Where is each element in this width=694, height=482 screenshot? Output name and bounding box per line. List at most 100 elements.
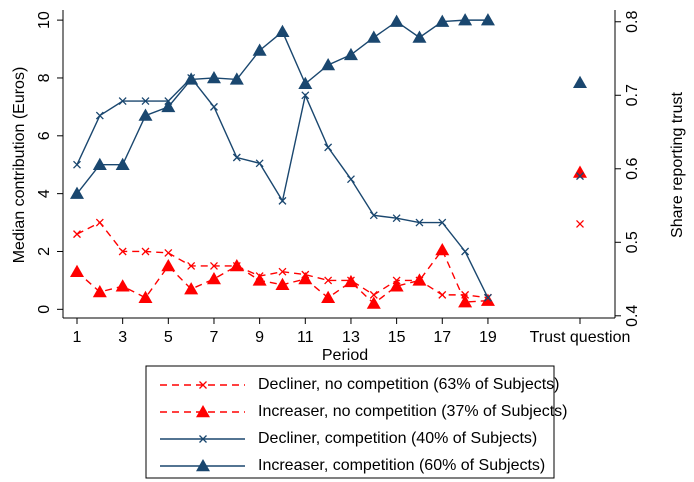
marker-triangle — [480, 13, 495, 26]
marker-triangle — [161, 258, 176, 272]
marker-x — [461, 247, 470, 256]
marker-triangle — [206, 271, 221, 285]
marker-triangle — [366, 296, 381, 309]
legend-marker — [196, 405, 210, 418]
marker-triangle — [458, 13, 473, 26]
marker-triangle — [184, 72, 199, 85]
y-tick-label: 10 — [36, 11, 53, 29]
marker-x — [73, 160, 81, 169]
x-tick-label: 7 — [210, 329, 219, 346]
marker-triangle — [573, 75, 587, 89]
marker-x — [347, 175, 355, 184]
marker-triangle — [70, 186, 84, 199]
marker-triangle — [389, 14, 404, 27]
x-tick-label: 15 — [388, 329, 406, 346]
marker-triangle — [184, 282, 199, 295]
marker-x — [301, 91, 310, 100]
marker-triangle — [573, 165, 587, 178]
x-tick-label: 3 — [118, 329, 127, 346]
legend-marker — [199, 435, 207, 443]
x-tick-label: 17 — [433, 329, 451, 346]
marker-triangle — [229, 258, 244, 272]
marker-triangle — [458, 295, 473, 308]
y-tick-label: 6 — [36, 131, 53, 140]
series-line — [76, 248, 488, 305]
marker-x — [392, 214, 401, 223]
y2-tick-label: 0.4 — [624, 305, 641, 327]
x-tick-label: Trust question — [530, 329, 631, 346]
y-tick-label: 4 — [36, 189, 53, 198]
y-tick-label: 2 — [36, 247, 53, 256]
marker-x — [438, 290, 447, 299]
marker-triangle — [366, 30, 381, 43]
y2-tick-label: 0.6 — [624, 158, 641, 180]
marker-triangle — [115, 157, 130, 170]
marker-triangle — [412, 30, 427, 43]
marker-x — [438, 218, 447, 227]
x-tick-label: 13 — [342, 329, 360, 346]
y2-axis-title: Share reporting trust — [669, 92, 686, 238]
marker-x — [255, 159, 264, 168]
x-tick-label: 5 — [164, 329, 173, 346]
x-tick-label: 11 — [297, 329, 314, 346]
marker-triangle — [343, 274, 358, 288]
marker-triangle — [298, 271, 313, 285]
legend-label: Decliner, competition (40% of Subjects) — [258, 430, 537, 447]
y2-tick-label: 0.5 — [624, 231, 641, 253]
marker-triangle — [206, 70, 221, 84]
marker-x — [210, 261, 218, 270]
marker-x — [369, 290, 378, 299]
marker-triangle — [480, 293, 495, 306]
marker-triangle — [412, 273, 427, 286]
x-tick-label: 1 — [73, 329, 82, 346]
marker-x — [278, 196, 287, 205]
marker-triangle — [389, 279, 404, 292]
marker-x — [187, 261, 196, 270]
marker-triangle — [435, 243, 450, 256]
series-line — [76, 19, 488, 195]
legend-label: Increaser, no competition (37% of Subjec… — [258, 403, 568, 420]
marker-x — [576, 172, 584, 181]
marker-triangle — [321, 57, 336, 71]
marker-x — [324, 143, 333, 152]
x-tick-label: 19 — [479, 329, 497, 346]
marker-triangle — [343, 47, 358, 61]
marker-triangle — [298, 76, 313, 89]
marker-x — [95, 218, 104, 227]
marker-triangle — [229, 72, 244, 85]
marker-triangle — [435, 14, 450, 27]
marker-x — [483, 293, 492, 302]
y-tick-label: 8 — [36, 73, 53, 82]
marker-x — [324, 276, 333, 285]
marker-x — [576, 219, 584, 228]
marker-triangle — [275, 24, 290, 37]
marker-triangle — [275, 277, 290, 290]
legend-marker — [199, 381, 207, 389]
marker-triangle — [138, 290, 153, 304]
series-line — [76, 76, 489, 299]
marker-triangle — [138, 108, 153, 121]
marker-triangle — [92, 157, 107, 170]
legend-marker — [196, 459, 210, 472]
marker-triangle — [161, 99, 176, 113]
y2-tick-label: 0.8 — [624, 11, 641, 33]
marker-x — [232, 153, 241, 162]
x-axis-title: Period — [322, 347, 368, 364]
marker-x — [73, 230, 81, 239]
y-tick-label: 0 — [36, 305, 53, 314]
marker-triangle — [252, 273, 267, 286]
marker-x — [369, 211, 378, 220]
marker-x — [141, 247, 150, 256]
marker-x — [210, 102, 218, 111]
legend-label: Increaser, competition (60% of Subjects) — [258, 457, 545, 474]
marker-x — [118, 97, 127, 106]
marker-triangle — [115, 279, 130, 292]
marker-x — [164, 248, 173, 257]
marker-x — [278, 267, 287, 276]
marker-x — [95, 111, 104, 120]
marker-x — [415, 218, 424, 227]
marker-x — [141, 97, 150, 106]
y2-tick-label: 0.7 — [624, 84, 641, 106]
x-tick-label: 9 — [255, 329, 264, 346]
